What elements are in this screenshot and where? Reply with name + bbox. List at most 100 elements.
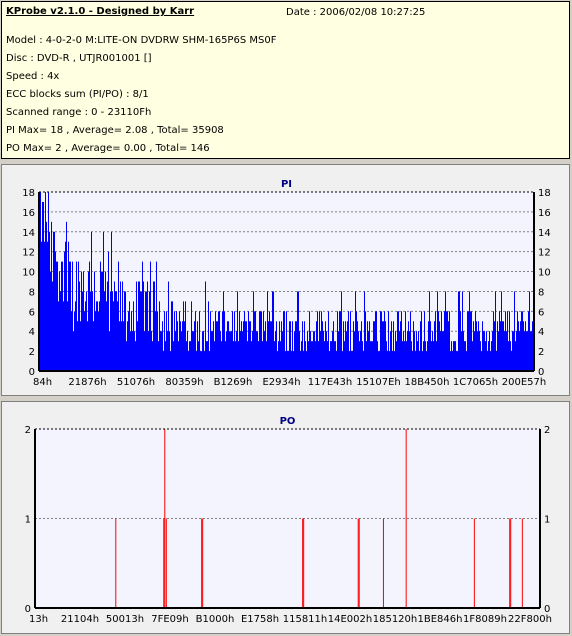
pi-bar — [504, 331, 505, 371]
pi-bar — [200, 351, 201, 371]
pi-bar — [232, 311, 233, 371]
pi-bar — [349, 351, 350, 371]
range-line: Scanned range : 0 - 23110Fh — [6, 107, 152, 118]
pi-bar — [211, 331, 212, 371]
pi-bar — [203, 331, 204, 371]
pi-bar — [45, 192, 46, 371]
pi-bar — [327, 341, 328, 371]
pi-bar — [100, 261, 101, 371]
pi-bar — [214, 341, 215, 371]
pi-bar — [478, 321, 479, 371]
pi-bar — [133, 301, 134, 371]
pi-bar — [262, 341, 263, 371]
pi-bar — [456, 351, 457, 371]
pi-bar — [388, 311, 389, 371]
pi-bar — [410, 311, 411, 371]
pi-bar — [464, 341, 465, 371]
pi-bar — [245, 321, 246, 371]
pi-bar — [248, 311, 249, 371]
pi-bar — [73, 331, 74, 371]
pi-bar — [275, 331, 276, 371]
pi-bar — [171, 301, 172, 371]
pi-bar — [264, 331, 265, 371]
pi-bar — [199, 311, 200, 371]
pi-bar — [485, 341, 486, 371]
pi-bar — [102, 271, 103, 371]
pi-bar — [280, 341, 281, 371]
pi-bar — [145, 291, 146, 371]
pi-bar — [463, 331, 464, 371]
pi-bar — [468, 311, 469, 371]
pi-bar — [345, 321, 346, 371]
pi-bar — [105, 271, 106, 371]
pi-bar — [112, 291, 113, 371]
po-xtick: 1F8089h — [463, 614, 507, 625]
pi-bar — [187, 331, 188, 371]
pi-bar — [493, 311, 494, 371]
pi-bar — [238, 341, 239, 371]
pi-bar — [510, 341, 511, 371]
pi-bar — [470, 311, 471, 371]
pi-bar — [346, 331, 347, 371]
pi-bar — [99, 301, 100, 371]
pi-ytick-left: 12 — [22, 248, 35, 259]
pi-bar — [135, 341, 136, 371]
pi-bar — [157, 311, 158, 371]
pi-bar — [166, 311, 167, 371]
pi-bar — [320, 331, 321, 371]
pi-bar — [122, 281, 123, 371]
pi-bar — [115, 291, 116, 371]
pi-bar — [451, 341, 452, 371]
pi-bar — [254, 311, 255, 371]
pi-xtick: E2934h — [262, 377, 300, 388]
pi-bar — [240, 331, 241, 371]
pi-bar — [84, 311, 85, 371]
pi-bar — [269, 311, 270, 371]
pi-bar — [443, 331, 444, 371]
pi-bar — [131, 311, 132, 371]
pi-bar — [247, 341, 248, 371]
pi-bar — [53, 231, 54, 371]
pi-bar — [147, 281, 148, 371]
pi-bar — [67, 301, 68, 371]
po-xtick: 115811h — [283, 614, 328, 625]
pi-bar — [306, 351, 307, 371]
pi-bar — [356, 311, 357, 371]
pi-bar — [487, 351, 488, 371]
pi-bar — [257, 331, 258, 371]
pi-bar — [318, 341, 319, 371]
pi-bar — [465, 341, 466, 371]
pi-bar — [398, 311, 399, 371]
speed-line: Speed : 4x — [6, 71, 60, 82]
pi-bar — [117, 301, 118, 371]
pi-bar — [177, 321, 178, 371]
pi-bar — [528, 311, 529, 371]
pi-bar — [498, 331, 499, 371]
pi-bar — [395, 331, 396, 371]
pi-bar — [357, 321, 358, 371]
pi-bar — [359, 341, 360, 371]
pi-bar — [295, 321, 296, 371]
pi-bar — [40, 192, 41, 371]
pi-bar — [268, 321, 269, 371]
pi-bar — [189, 341, 190, 371]
pi-bar — [448, 321, 449, 371]
pi-bar — [404, 341, 405, 371]
pi-bar — [304, 321, 305, 371]
pi-ytick-left: 8 — [29, 287, 35, 298]
pi-bar — [282, 331, 283, 371]
pi-ytick-left: 2 — [29, 347, 35, 358]
pi-bar — [127, 321, 128, 371]
pi-bar — [445, 291, 446, 371]
pi-bar — [412, 351, 413, 371]
pi-bar — [314, 331, 315, 371]
pi-bar — [469, 291, 470, 371]
pi-bar — [198, 341, 199, 371]
pi-bar — [118, 261, 119, 371]
pi-bar — [153, 281, 154, 371]
pi-bar — [413, 321, 414, 371]
pi-bar — [241, 321, 242, 371]
pi-bar — [508, 341, 509, 371]
pi-bar — [111, 231, 112, 371]
pi-ytick-right: 4 — [538, 327, 544, 338]
